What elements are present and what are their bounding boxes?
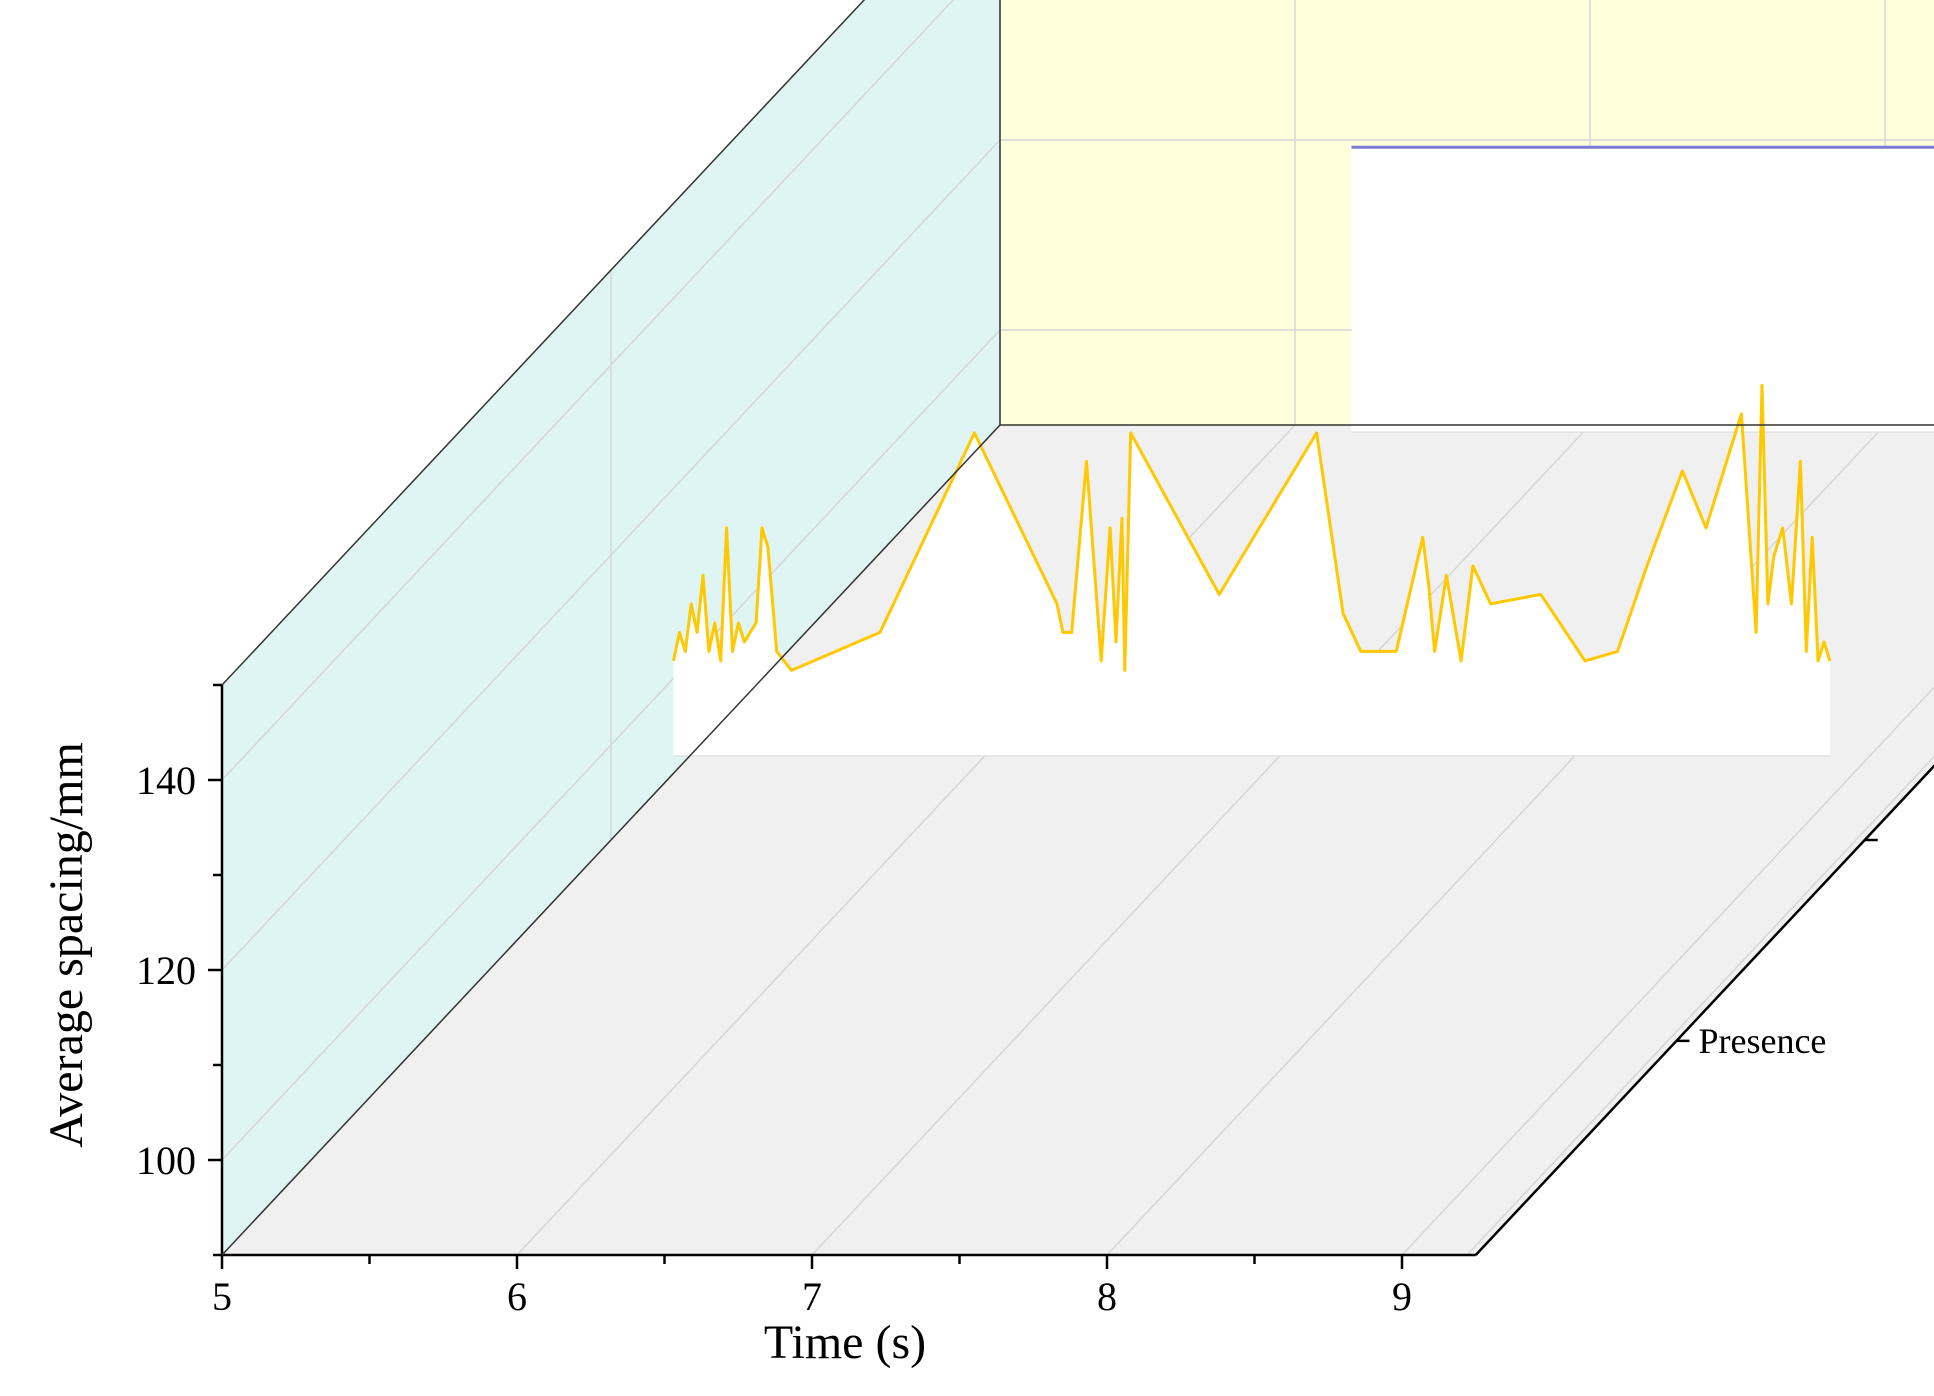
series-line-presence <box>672 383 1832 672</box>
y-tick-label: 100 <box>136 1138 196 1183</box>
ribbon-fill <box>1351 147 1934 433</box>
tick-labels: 56789100120140PresenceAbence <box>136 758 1826 1319</box>
y-gridline <box>221 0 955 781</box>
y-tick-label: 120 <box>136 948 196 993</box>
depth-category-label: Presence <box>1698 1021 1826 1061</box>
ribbon-fill <box>673 385 1830 756</box>
x-tick-label: 8 <box>1097 1274 1117 1319</box>
x-tick-label: 5 <box>212 1274 232 1319</box>
series-ribbons <box>672 145 1934 757</box>
ribbon-presence <box>672 383 1832 757</box>
axes <box>208 0 1934 1269</box>
floor-edge <box>221 424 1001 1256</box>
y-axis-title: Average spacing/mm <box>40 742 93 1148</box>
x-gridline <box>1466 755 1934 1256</box>
x-gridline <box>1401 686 1934 1256</box>
side-wall-edge-top <box>221 0 866 686</box>
x-axis-title: Time (s) <box>764 1316 926 1369</box>
y-tick-label: 140 <box>136 758 196 803</box>
x-tick-label: 7 <box>802 1274 822 1319</box>
x-tick-label: 9 <box>1392 1274 1412 1319</box>
x-tick-label: 6 <box>507 1274 527 1319</box>
ribbon-abence <box>1351 145 1934 433</box>
